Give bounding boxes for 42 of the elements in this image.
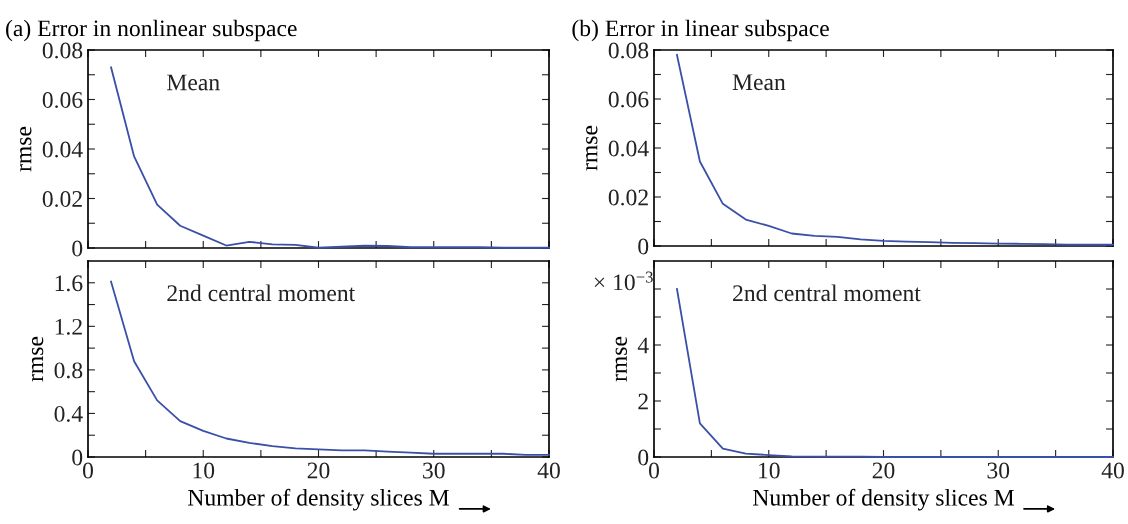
y-tick-label: 0.08 (608, 42, 649, 59)
annotation: 2nd central moment (167, 284, 356, 302)
y-tick-label: 4 (637, 337, 649, 354)
y-tick-label: 0 (638, 449, 649, 466)
line-series (676, 53, 1114, 246)
x-tick-label: 10 (759, 462, 780, 479)
x-tick-label: 30 (987, 462, 1010, 479)
x-axis-title: Number of density slices M (753, 488, 1014, 511)
x-tick-label: 30 (423, 462, 445, 479)
y-tick-label: 0.08 (42, 42, 83, 59)
y-tick-label: 0.8 (54, 362, 83, 379)
y-tick-label: 0 (638, 238, 649, 255)
text: × 10$^{−3}$ (594, 271, 653, 291)
line-series (110, 280, 550, 456)
y-tick-label: 1.2 (55, 318, 82, 335)
chart-title: (b) Error in linear subspace (572, 19, 829, 42)
x-tick-label: 20 (307, 462, 330, 479)
chart-title: (a) Error in nonlinear subspace (6, 19, 297, 42)
y-tick-label: 0 (72, 240, 83, 257)
y-tick-label: 0.06 (608, 91, 649, 108)
line-series (110, 66, 550, 249)
y-tick-label: 2 (638, 393, 648, 410)
annotation: Mean (732, 74, 786, 91)
y-axis-title: rmse (20, 126, 32, 172)
annotation: 2nd central moment (733, 284, 921, 302)
y-axis-title: rmse (586, 125, 598, 171)
y-tick-label: 0.02 (42, 190, 82, 208)
y-tick-label: 1.6 (55, 275, 83, 292)
x-tick-label: 20 (872, 462, 895, 479)
y-tick-label: 0.06 (42, 91, 83, 109)
y-tick-label: 0.02 (608, 189, 648, 206)
y-axis-title: rmse (31, 336, 44, 382)
annotation: Mean (167, 74, 220, 91)
y-tick-label: 0.04 (42, 141, 83, 158)
y-tick-label: 0.4 (54, 405, 83, 422)
x-tick-label: 40 (1101, 462, 1124, 479)
y-axis-title: rmse (615, 336, 627, 382)
y-tick-label: 0 (72, 449, 83, 466)
y-tick-label: 0.04 (608, 140, 649, 157)
x-tick-label: 40 (537, 462, 560, 479)
x-tick-label: 10 (193, 462, 215, 479)
x-axis-title: Number of density slices M (188, 488, 449, 511)
